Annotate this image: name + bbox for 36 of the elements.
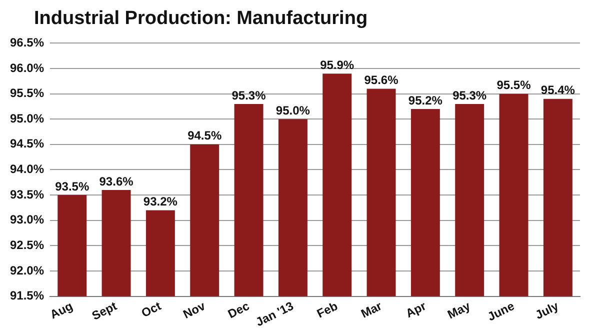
y-tick-label: 96.0% xyxy=(10,60,44,75)
data-label: 95.6% xyxy=(364,73,399,88)
data-label: 95.3% xyxy=(232,88,266,102)
y-tick-label: 93.5% xyxy=(10,187,44,202)
data-label: 93.6% xyxy=(99,174,134,188)
y-tick-label: 96.5% xyxy=(10,36,44,50)
data-label: 95.9% xyxy=(320,58,354,72)
y-tick-label: 93.0% xyxy=(10,212,44,227)
x-tick-label: Apr xyxy=(404,298,429,321)
y-tick-label: 91.5% xyxy=(10,288,44,303)
data-label: 93.2% xyxy=(143,194,178,209)
x-tick-label: May xyxy=(445,298,473,322)
y-tick-label: 92.5% xyxy=(10,238,44,252)
data-label: 93.5% xyxy=(55,179,90,194)
y-tick-label: 94.5% xyxy=(10,136,44,151)
data-label: 95.4% xyxy=(540,83,576,98)
data-label: 94.5% xyxy=(188,128,222,143)
x-tick-label: Nov xyxy=(180,298,208,322)
x-tick-label: July xyxy=(533,298,562,322)
x-tick-label: Oct xyxy=(139,298,164,320)
y-tick-label: 94.0% xyxy=(10,162,44,176)
x-tick-label: Feb xyxy=(314,298,340,321)
data-label: 95.5% xyxy=(496,78,532,92)
x-tick-label: Dec xyxy=(226,298,252,322)
data-label: 95.3% xyxy=(452,88,487,102)
x-tick-label: Aug xyxy=(48,298,75,322)
x-tick-label: June xyxy=(485,298,517,324)
data-label: 95.2% xyxy=(408,93,443,108)
y-tick-label: 95.5% xyxy=(10,86,44,100)
x-tick-label: Mar xyxy=(358,298,384,321)
x-tick-label: Sept xyxy=(90,298,120,323)
y-tick-label: 92.0% xyxy=(10,263,44,278)
data-label: 95.0% xyxy=(276,103,310,118)
x-tick-label: Jan '13 xyxy=(254,298,296,330)
chart-title: Industrial Production: Manufacturing xyxy=(34,8,368,30)
y-tick-label: 95.0% xyxy=(10,111,44,126)
